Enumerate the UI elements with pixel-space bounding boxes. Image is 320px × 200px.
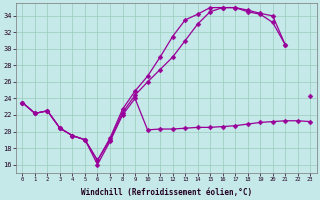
X-axis label: Windchill (Refroidissement éolien,°C): Windchill (Refroidissement éolien,°C) [81,188,252,197]
